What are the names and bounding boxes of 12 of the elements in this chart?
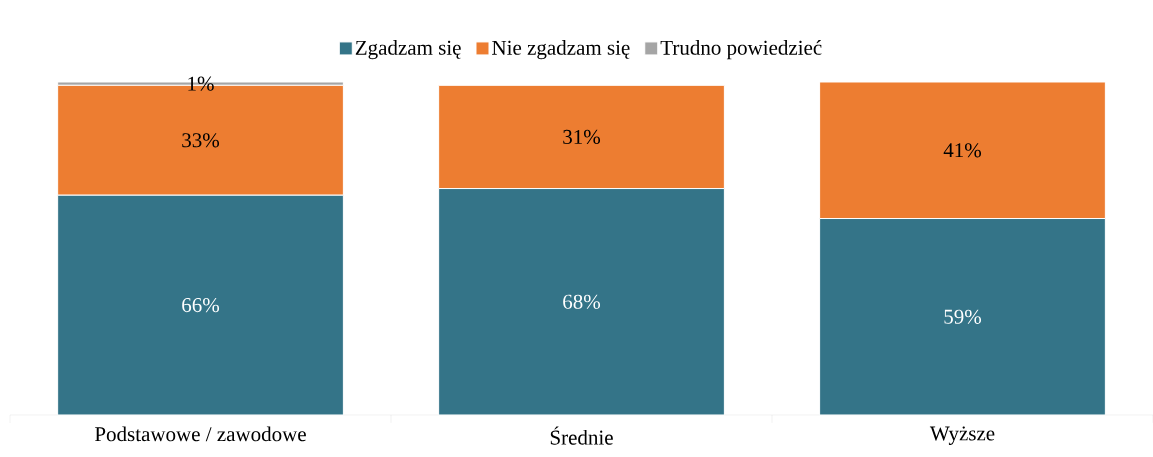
x-tick-label: Podstawowe / zawodowe [94, 426, 306, 442]
legend-label: Zgadzam się [355, 40, 461, 60]
legend-label: Nie zgadzam się [492, 40, 630, 60]
x-tick-label: Wyższe [929, 426, 995, 445]
legend-label: Trudno powiedzieć [660, 40, 822, 60]
x-tick-label: Średnie [550, 426, 613, 445]
data-label: 33% [182, 133, 220, 148]
data-label: 41% [943, 143, 982, 158]
data-label: 31% [563, 129, 601, 145]
data-label: 68% [563, 294, 601, 309]
data-label: 59% [944, 309, 982, 324]
data-label: 66% [182, 297, 220, 313]
